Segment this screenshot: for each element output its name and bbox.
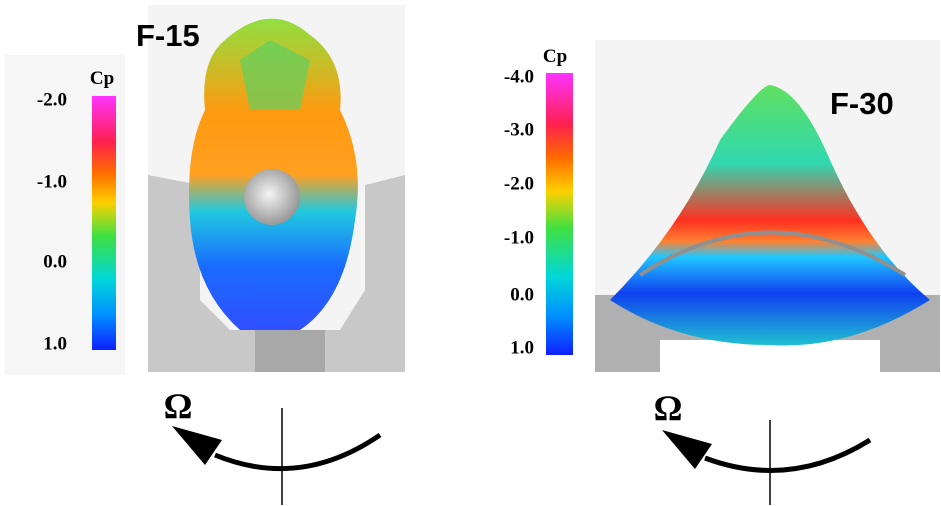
rotation-symbol: Ω xyxy=(164,386,193,426)
colorbar-tick: -2.0 xyxy=(504,173,534,194)
f15-render xyxy=(148,5,405,372)
colorbar-tick: 1.0 xyxy=(510,337,534,358)
colorbar xyxy=(546,73,573,355)
arrow-head xyxy=(172,426,222,465)
colorbar-label: Cp xyxy=(543,46,567,67)
colorbar-tick: -1.0 xyxy=(37,171,67,192)
colorbar-tick: -2.0 xyxy=(37,89,67,110)
colorbar xyxy=(92,96,116,350)
colorbar-label: Cp xyxy=(90,68,114,89)
colorbar-tick: 0.0 xyxy=(510,284,534,305)
arrow-head xyxy=(662,430,712,469)
rotation-arrow xyxy=(704,437,872,473)
panel-title: F-15 xyxy=(136,18,200,53)
f30-render xyxy=(595,40,940,372)
colorbar-tick: -4.0 xyxy=(504,66,534,87)
colorbar-tick: 0.0 xyxy=(43,251,67,272)
panel-title: F-30 xyxy=(830,86,894,121)
rotation-symbol: Ω xyxy=(654,388,683,428)
rotation-arrow xyxy=(214,432,382,472)
colorbar-tick: -3.0 xyxy=(504,119,534,140)
colorbar-tick: -1.0 xyxy=(504,227,534,248)
colorbar-tick: 1.0 xyxy=(43,333,67,354)
